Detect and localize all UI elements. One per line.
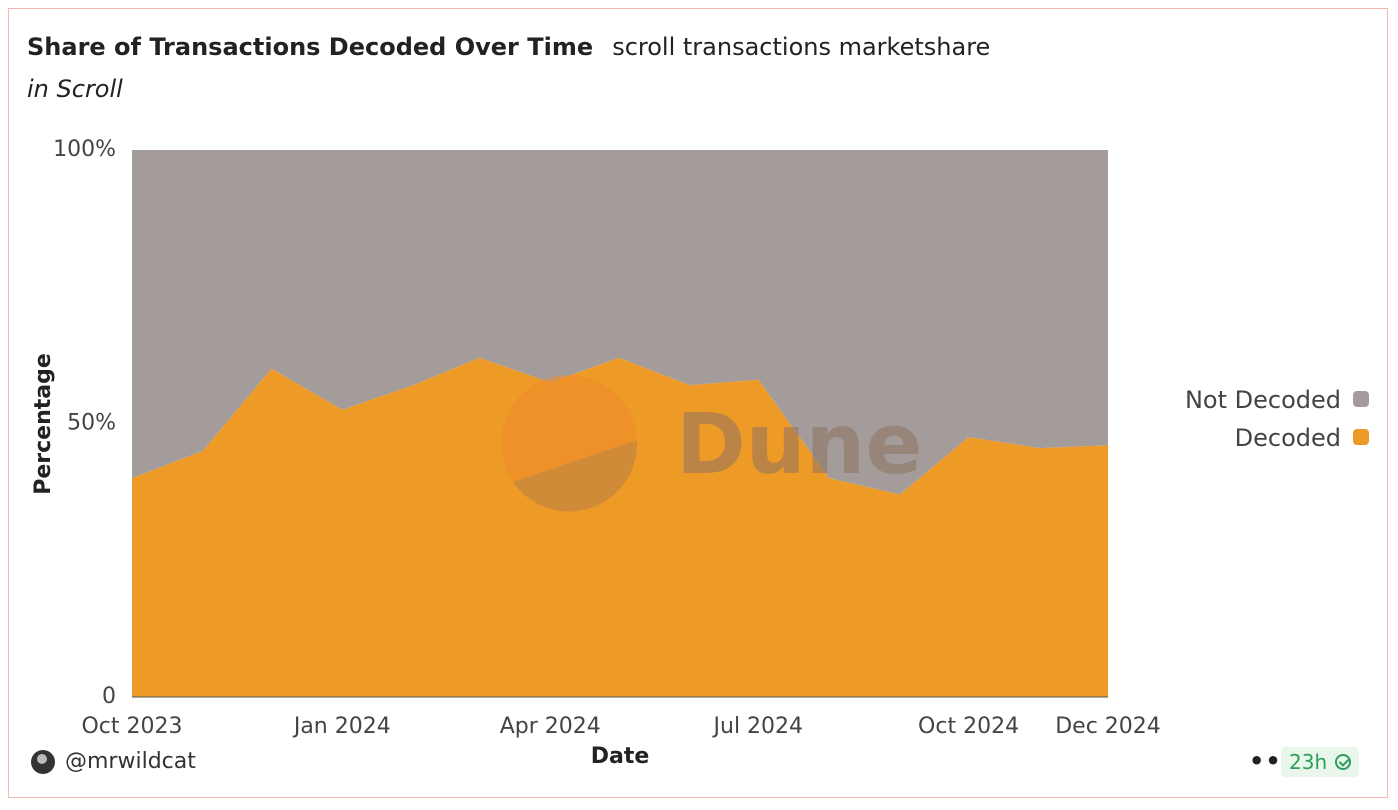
chart-context: in Scroll bbox=[27, 75, 123, 103]
x-axis-ticks: Oct 2023 Jan 2024 Apr 2024 Jul 2024 Oct 2024… bbox=[81, 714, 1160, 739]
y-axis-ticks: 0 50% 100% bbox=[53, 137, 116, 709]
legend-item-decoded[interactable]: Decoded bbox=[1185, 419, 1369, 457]
check-circle-icon bbox=[1335, 754, 1352, 770]
x-axis-label: Date bbox=[591, 744, 650, 769]
legend: Not Decoded Decoded bbox=[1185, 381, 1369, 457]
legend-swatch-not-decoded bbox=[1353, 391, 1369, 407]
avatar bbox=[31, 749, 55, 774]
x-tick-label: Jan 2024 bbox=[292, 714, 391, 739]
title-row: Share of Transactions Decoded Over Time … bbox=[27, 33, 990, 61]
watermark-text: Dune bbox=[676, 395, 922, 493]
chart-areas bbox=[132, 150, 1108, 697]
author-link[interactable]: @mrwildcat bbox=[31, 749, 196, 774]
y-tick-label: 50% bbox=[67, 411, 116, 436]
area-decoded[interactable] bbox=[132, 357, 1108, 697]
legend-swatch-decoded bbox=[1353, 429, 1369, 445]
watermark-logo-shade bbox=[513, 440, 638, 512]
y-axis-label: Percentage bbox=[31, 353, 56, 495]
refresh-age: 23h bbox=[1289, 750, 1328, 774]
legend-item-not-decoded[interactable]: Not Decoded bbox=[1185, 381, 1369, 419]
chart-subtitle: scroll transactions marketshare bbox=[612, 33, 991, 61]
x-tick-label: Oct 2023 bbox=[81, 714, 182, 739]
refresh-status-badge[interactable]: 23h bbox=[1281, 747, 1360, 777]
author-name: @mrwildcat bbox=[65, 749, 196, 774]
x-tick-label: Jul 2024 bbox=[712, 714, 804, 739]
legend-label-decoded: Decoded bbox=[1234, 424, 1341, 452]
dune-watermark: Dune bbox=[501, 375, 922, 512]
y-tick-label: 100% bbox=[53, 137, 116, 162]
x-tick-label: Dec 2024 bbox=[1055, 714, 1161, 739]
chart-title[interactable]: Share of Transactions Decoded Over Time bbox=[27, 33, 594, 61]
legend-label-not-decoded: Not Decoded bbox=[1184, 386, 1341, 414]
area-not-decoded[interactable] bbox=[132, 150, 1108, 495]
x-tick-label: Oct 2024 bbox=[918, 714, 1019, 739]
x-tick-label: Apr 2024 bbox=[500, 714, 601, 739]
y-tick-label: 0 bbox=[102, 684, 116, 709]
